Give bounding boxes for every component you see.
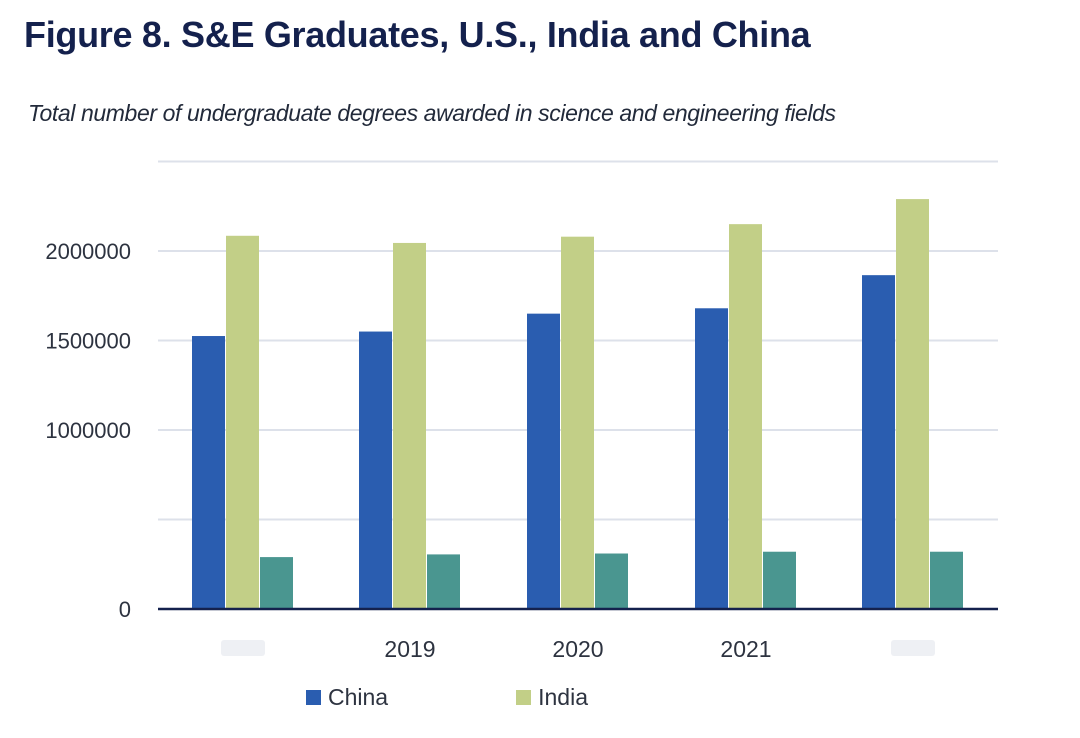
legend-swatch-india <box>516 690 532 705</box>
legend-label-india: India <box>538 684 588 710</box>
bar-series-3 <box>595 553 628 609</box>
legend-item-india: India <box>516 684 588 711</box>
bar-india <box>561 236 594 609</box>
bar-china <box>192 336 225 609</box>
x-tick-label-obscured <box>891 640 935 656</box>
chart-subtitle: Total number of undergraduate degrees aw… <box>28 100 836 126</box>
legend-swatch-china <box>306 690 321 705</box>
x-tick-label: 2019 <box>384 636 435 662</box>
bar-series-3 <box>930 551 963 609</box>
bar-india <box>729 224 762 609</box>
bar-series-3 <box>427 554 460 609</box>
chart-title: Figure 8. S&E Graduates, U.S., India and… <box>24 14 811 55</box>
legend-label-china: China <box>328 684 389 710</box>
chart-legend: China India <box>306 684 716 711</box>
bar-china <box>359 331 392 609</box>
y-tick-label: 2000000 <box>45 239 131 264</box>
bar-india <box>896 199 929 609</box>
y-tick-label: 0 <box>119 597 131 622</box>
y-tick-label: 1000000 <box>45 418 131 443</box>
x-tick-label: 2020 <box>552 636 603 662</box>
x-tick-label: 2021 <box>720 636 771 662</box>
bar-china <box>695 308 728 609</box>
bar-india <box>393 242 426 609</box>
bar-india <box>226 235 259 609</box>
bar-china <box>862 275 895 609</box>
y-tick-label: 1500000 <box>45 329 131 354</box>
bar-china <box>527 313 560 609</box>
bar-series-3 <box>260 557 293 609</box>
bar-series-3 <box>763 551 796 609</box>
x-tick-label-obscured <box>221 640 265 656</box>
legend-item-china: China <box>306 684 388 711</box>
